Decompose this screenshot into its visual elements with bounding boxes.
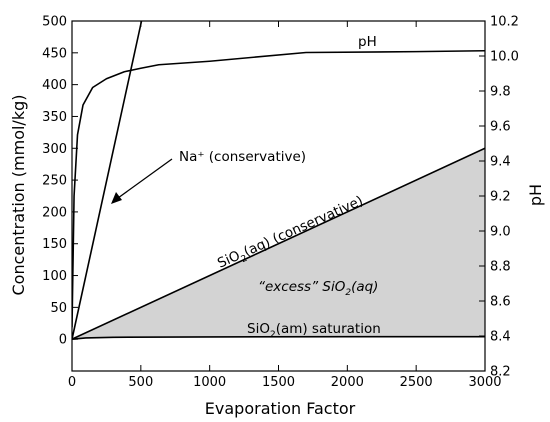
y-left-tick-label: 200	[42, 205, 67, 220]
na-line	[72, 21, 143, 340]
y-right-tick-label: 9.0	[490, 225, 511, 240]
y-right-axis-title: pH	[526, 184, 545, 206]
ph-label: pH	[358, 34, 377, 50]
y-left-tick-label: 450	[42, 46, 67, 61]
x-tick-label: 3000	[468, 375, 501, 390]
excess-label: “excess” SiO2(aq)	[258, 279, 378, 298]
y-right-tick-label: 8.6	[490, 295, 511, 310]
x-tick-label: 0	[68, 375, 76, 390]
y-right-tick-label: 8.2	[490, 365, 511, 380]
y-right-tick-label: 9.8	[490, 85, 511, 100]
na-label: Na⁺ (conservative)	[179, 149, 306, 165]
ph-curve	[72, 49, 485, 328]
sio2-aq-conservative-line	[72, 147, 485, 340]
y-left-tick-label: 0	[59, 333, 67, 348]
ticks: 0 500 1000 1500 2000 2500 3000 0 50 100 150 200 250 3…	[42, 15, 519, 391]
y-right-tick-label: 9.2	[490, 190, 511, 205]
y-left-tick-label: 50	[50, 301, 67, 316]
x-tick-label: 1000	[193, 375, 226, 390]
x-tick-label: 500	[128, 375, 153, 390]
x-tick-label: 1500	[262, 375, 295, 390]
y-left-tick-label: 500	[42, 15, 67, 30]
arrow-shaft	[117, 158, 173, 199]
y-left-tick-label: 400	[42, 78, 67, 93]
y-left-tick-label: 250	[42, 174, 67, 189]
x-tick-label: 2000	[331, 375, 364, 390]
x-axis-title: Evaporation Factor	[205, 399, 356, 418]
saturation-label: SiO2(am) saturation	[247, 321, 381, 340]
y-right-tick-label: 8.4	[490, 330, 511, 345]
y-right-tick-label: 8.8	[490, 260, 511, 275]
y-left-tick-label: 350	[42, 110, 67, 125]
y-left-axis-title: Concentration (mmol/kg)	[9, 95, 28, 296]
arrow	[111, 158, 173, 204]
series-lines	[72, 21, 485, 340]
y-right-tick-label: 10.2	[490, 15, 519, 30]
y-left-tick-label: 150	[42, 237, 67, 252]
y-left-tick-label: 100	[42, 269, 67, 284]
y-right-tick-label: 9.6	[490, 120, 511, 135]
y-right-tick-label: 10.0	[490, 50, 519, 65]
y-right-tick-label: 9.4	[490, 155, 511, 170]
sio2-am-saturation-line	[72, 335, 485, 340]
arrow-head	[111, 192, 122, 204]
y-left-tick-label: 300	[42, 142, 67, 157]
x-tick-label: 2500	[400, 375, 433, 390]
